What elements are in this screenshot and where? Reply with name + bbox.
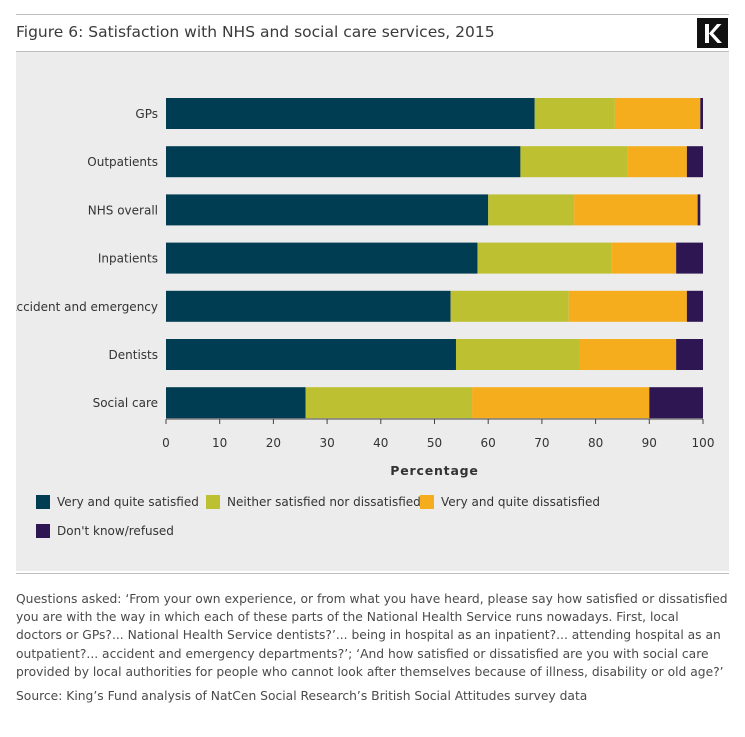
- x-tick-label: 0: [162, 436, 170, 450]
- bar-accident-and-emergency-neither-satisfied-nor-dissatisfied: [450, 290, 569, 322]
- x-tick-label: 80: [588, 436, 603, 450]
- bar-nhs-overall-neither-satisfied-nor-dissatisfied: [488, 194, 575, 226]
- bar-dentists-neither-satisfied-nor-dissatisfied: [455, 339, 580, 370]
- category-label: Outpatients: [87, 155, 158, 169]
- questions-asked-note: Questions asked: ‘From your own experien…: [16, 592, 728, 679]
- x-tick-label: 40: [373, 436, 388, 450]
- kings-fund-k-logo: [697, 18, 728, 48]
- legend-swatch: [420, 495, 434, 509]
- x-tick-label: 20: [266, 436, 281, 450]
- bar-outpatients-very-and-quite-dissatisfied: [627, 146, 687, 178]
- legend-label: Don't know/refused: [57, 524, 174, 538]
- top-rule: [16, 14, 729, 15]
- bar-gps-very-and-quite-dissatisfied: [614, 98, 701, 129]
- category-label: Accident and emergency: [16, 300, 158, 314]
- stacked-bar-chart: GPs Outpatients NHS overall Inpatients Accid…: [16, 98, 715, 478]
- legend-swatch: [36, 495, 50, 509]
- legend-item-very-and-quite-dissatisfied: Very and quite dissatisfied: [420, 492, 600, 512]
- bar-social-care-don-t-know-refused: [649, 387, 703, 419]
- legend-label: Very and quite dissatisfied: [441, 495, 601, 509]
- figure-title: Figure 6: Satisfaction with NHS and soci…: [16, 23, 495, 41]
- x-tick-label: 10: [212, 436, 227, 450]
- bar-inpatients-neither-satisfied-nor-dissatisfied: [477, 242, 612, 274]
- legend-swatch: [206, 495, 220, 509]
- bar-dentists-don-t-know-refused: [676, 339, 703, 370]
- category-label: Dentists: [109, 348, 158, 362]
- bar-inpatients-don-t-know-refused: [676, 242, 703, 274]
- k-logo-icon: [705, 24, 722, 43]
- bar-accident-and-emergency-very-and-quite-satisfied: [166, 290, 451, 322]
- bar-nhs-overall-very-and-quite-satisfied: [166, 194, 489, 226]
- category-label: Inpatients: [98, 252, 158, 266]
- bar-gps-very-and-quite-satisfied: [166, 98, 535, 129]
- legend-swatch: [36, 524, 50, 538]
- bar-social-care-very-and-quite-dissatisfied: [472, 387, 650, 419]
- bar-dentists-very-and-quite-satisfied: [166, 339, 456, 370]
- bar-inpatients-very-and-quite-satisfied: [166, 242, 478, 274]
- title-rule: [16, 51, 729, 52]
- bar-outpatients-neither-satisfied-nor-dissatisfied: [520, 146, 628, 178]
- bar-nhs-overall-very-and-quite-dissatisfied: [574, 194, 698, 226]
- x-tick-label: 70: [534, 436, 549, 450]
- legend-label: Very and quite satisfied: [57, 495, 199, 509]
- x-tick-label: 60: [481, 436, 496, 450]
- x-tick-label: 100: [692, 436, 715, 450]
- x-tick-label: 50: [427, 436, 442, 450]
- legend-label: Neither satisfied nor dissatisfied: [227, 495, 421, 509]
- category-label: Social care: [93, 396, 158, 410]
- x-axis-title: Percentage: [390, 463, 478, 478]
- bar-outpatients-don-t-know-refused: [686, 146, 703, 178]
- bar-social-care-very-and-quite-satisfied: [166, 387, 306, 419]
- bar-accident-and-emergency-don-t-know-refused: [686, 290, 703, 322]
- legend-item-very-and-quite-satisfied: Very and quite satisfied: [36, 492, 199, 512]
- bar-accident-and-emergency-very-and-quite-dissatisfied: [568, 290, 687, 322]
- category-label: NHS overall: [88, 203, 158, 217]
- bar-inpatients-very-and-quite-dissatisfied: [611, 242, 677, 274]
- bar-dentists-very-and-quite-dissatisfied: [579, 339, 677, 370]
- bar-gps-neither-satisfied-nor-dissatisfied: [534, 98, 615, 129]
- bottom-rule: [16, 573, 729, 574]
- x-tick-label: 30: [319, 436, 334, 450]
- legend-item-neither-satisfied-nor-dissatisfied: Neither satisfied nor dissatisfied: [206, 492, 421, 512]
- source-note: Source: King’s Fund analysis of NatCen S…: [16, 689, 588, 703]
- bar-nhs-overall-don-t-know-refused: [697, 194, 701, 226]
- bar-gps-don-t-know-refused: [700, 98, 703, 129]
- chart-panel: GPs Outpatients NHS overall Inpatients Accid…: [16, 52, 729, 571]
- category-label: GPs: [135, 107, 158, 121]
- bar-outpatients-very-and-quite-satisfied: [166, 146, 521, 178]
- bar-social-care-neither-satisfied-nor-dissatisfied: [305, 387, 473, 419]
- x-tick-label: 90: [642, 436, 657, 450]
- legend-item-don-t-know-refused: Don't know/refused: [36, 521, 174, 541]
